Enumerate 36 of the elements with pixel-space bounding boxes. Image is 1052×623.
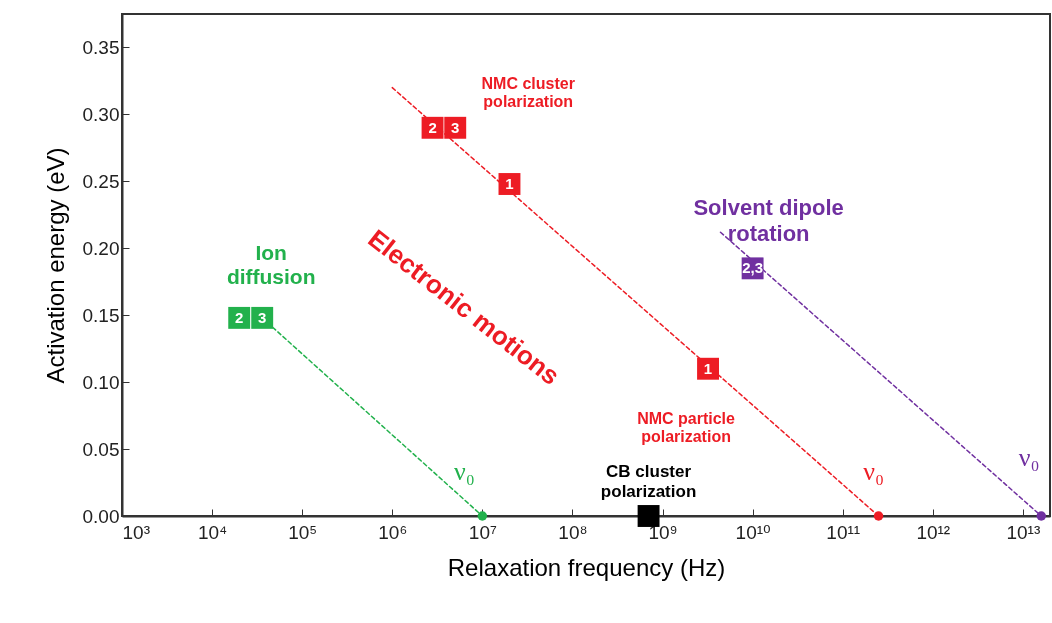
y-tick-label: 0.35 bbox=[82, 36, 120, 58]
y-tick-label: 0.10 bbox=[82, 371, 120, 393]
x-tick-label: 10¹² bbox=[916, 521, 951, 543]
x-tick-label: 10¹³ bbox=[1006, 521, 1041, 543]
x-tick-label: 10⁷ bbox=[468, 521, 497, 543]
annotation: 2,3 bbox=[742, 259, 764, 277]
annotation: Solvent dipole rotation bbox=[693, 195, 844, 246]
x-tick-label: 10⁹ bbox=[648, 521, 678, 543]
x-tick-label: 10¹⁰ bbox=[735, 521, 771, 543]
x-tick-label: 10⁶ bbox=[378, 521, 408, 543]
annotation: 1 bbox=[505, 175, 514, 193]
x-tick-label: 10¹¹ bbox=[826, 521, 861, 543]
x-tick-label: 10⁸ bbox=[558, 521, 588, 543]
y-tick-label: 0.25 bbox=[82, 170, 120, 192]
annotation: 1 bbox=[703, 359, 713, 377]
annotation: CB cluster polarization bbox=[600, 462, 697, 501]
y-tick-label: 0.20 bbox=[82, 237, 120, 259]
annotation: Ion diffusion bbox=[226, 240, 316, 289]
y-tick-label: 0.05 bbox=[82, 438, 120, 460]
y-tick-label: 0.30 bbox=[82, 103, 120, 125]
annotation: 2 bbox=[235, 308, 244, 326]
x-tick-label: 10⁴ bbox=[197, 521, 228, 543]
x-tick-label: 10³ bbox=[122, 521, 150, 543]
y-tick-label: 0.00 bbox=[82, 505, 120, 527]
annotation: NMC cluster polarization bbox=[481, 74, 575, 111]
y-axis-title: Activation energy (eV) bbox=[41, 147, 69, 384]
annotation: NMC particle polarization bbox=[637, 409, 736, 446]
annotation: ν₀ bbox=[863, 457, 884, 486]
y-tick-label: 0.15 bbox=[82, 304, 120, 326]
x-tick-label: 10⁵ bbox=[288, 521, 318, 543]
annotation: 2 bbox=[428, 118, 437, 136]
annotation: ν₀ bbox=[453, 457, 475, 486]
annotation: 3 bbox=[451, 118, 460, 136]
annotation: ν₀ bbox=[1018, 443, 1040, 472]
annotation: 3 bbox=[258, 308, 267, 326]
x-axis-title: Relaxation frequency (Hz) bbox=[447, 553, 726, 581]
